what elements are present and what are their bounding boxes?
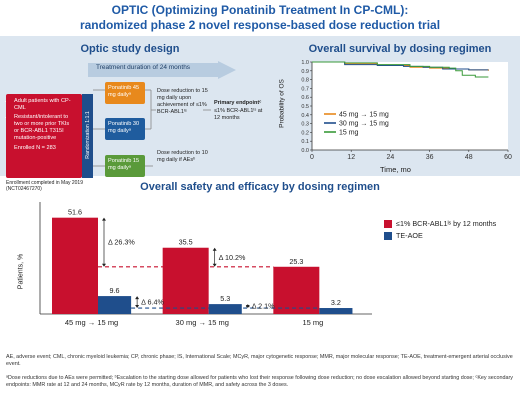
safety-title: Overall safety and efficacy by dosing re… <box>140 181 380 193</box>
arm-30mg: Ponatinib 30 mg dailyᵃ <box>105 118 145 140</box>
randomization-strip <box>82 94 93 178</box>
enrolled-count: Enrolled N = 283 <box>14 145 56 151</box>
os-xlabel: Time, mo <box>380 165 411 174</box>
eligibility-box <box>6 94 82 178</box>
dose-reduction-10: Dose reduction to 10 mg daily if AEsᵇ <box>157 150 208 163</box>
delta-label: Δ 2.1% <box>252 302 275 311</box>
eligibility-item: Resistant/intolerant to two or more prio… <box>14 114 72 142</box>
enrollment-note: Enrollment completed in May 2019 (NCT024… <box>6 180 83 192</box>
safety-bar-chart: 51.6 9.6 45 mg → 15 mg 35.5 5.3 30 mg → 15 mg… <box>39 202 372 327</box>
os-y-tick-label: 0.1 <box>301 139 309 145</box>
primary-endpoint-text: ≤1% BCR-ABL1ᴵˢ at 12 months <box>214 108 263 121</box>
bar-category-label: 30 mg → 15 mg <box>176 318 229 327</box>
os-x-tick-label: 24 <box>387 154 395 161</box>
os-x-tick-label: 48 <box>465 154 473 161</box>
os-title: Overall survival by dosing regimen <box>308 43 492 55</box>
dose-reduction-15: Dose reduction to 15 mg daily upon achie… <box>157 88 208 115</box>
bar-response-label: 35.5 <box>179 238 193 247</box>
os-y-tick-label: 0.0 <box>301 148 309 154</box>
bar-category-label: 45 mg → 15 mg <box>65 318 118 327</box>
os-y-tick-label: 0.4 <box>301 113 309 119</box>
page-title: OPTIC (Optimizing Ponatinib Treatment In… <box>111 3 409 17</box>
treatment-duration-arrow <box>88 61 236 79</box>
bar-teaoe-label: 3.2 <box>331 298 341 307</box>
os-chart: 0.0 0.1 0.2 0.3 0.4 0.5 0.6 0.7 0.8 0.9 1.0 0 12 24 36… <box>301 60 512 161</box>
bar-teaoe-label: 5.3 <box>220 294 230 303</box>
os-y-tick-label: 0.5 <box>301 104 309 110</box>
os-x-tick-label: 0 <box>310 154 314 161</box>
bar-teaoe <box>208 304 242 314</box>
os-x-tick-label: 36 <box>426 154 434 161</box>
delta-arrow-head <box>102 217 106 221</box>
design-title: Optic study design <box>80 43 180 55</box>
bar-category-label: 15 mg <box>302 318 323 327</box>
delta-arrow-head <box>245 305 250 309</box>
footnote-abbrev: AE, adverse event; CML, chronic myeloid … <box>6 354 513 367</box>
os-legend-label: 30 mg → 15 mg <box>339 121 389 128</box>
os-x-tick-label: 12 <box>347 154 355 161</box>
os-y-tick-label: 0.7 <box>301 86 309 92</box>
eligibility-item: Adult patients with CP-CML <box>14 98 72 112</box>
footnote-notes: ᵃDose reductions due to AEs were permitt… <box>6 375 513 388</box>
legend-label-teaoe: TE-AOE <box>396 231 423 240</box>
os-legend-label: 15 mg <box>339 130 359 137</box>
os-y-tick-label: 0.3 <box>301 122 309 128</box>
os-series-line <box>312 61 489 78</box>
design-connectors <box>93 89 211 167</box>
legend-swatch-navy <box>384 232 392 240</box>
delta-arrow-head <box>212 247 217 251</box>
os-y-tick-label: 0.9 <box>301 69 309 75</box>
arm-15mg: Ponatinib 15 mg dailyᵃ <box>105 155 145 177</box>
randomization-label: Randomization 1:1:1 <box>85 111 91 159</box>
os-y-tick-label: 1.0 <box>301 60 309 66</box>
bar-response <box>162 247 209 314</box>
bar-response <box>52 217 98 314</box>
delta-arrow-head <box>212 263 217 267</box>
delta-arrow-head <box>135 305 140 309</box>
os-y-tick-label: 0.6 <box>301 95 309 101</box>
eligibility-list: Adult patients with CP-CML Resistant/int… <box>8 98 72 152</box>
bar-teaoe <box>98 296 132 314</box>
bar-teaoe-label: 9.6 <box>110 286 120 295</box>
os-y-tick-label: 0.8 <box>301 78 309 84</box>
legend-label-response: ≤1% BCR-ABL1ᴵˢ by 12 months <box>396 219 497 228</box>
treatment-duration-label: Treatment duration of 24 months <box>96 64 191 71</box>
delta-arrow-head <box>102 263 106 267</box>
os-legend-label: 45 mg → 15 mg <box>339 112 389 119</box>
delta-arrow-head <box>135 296 140 300</box>
os-plot-area <box>312 62 508 150</box>
page-subtitle: randomized phase 2 novel response-based … <box>79 18 441 32</box>
primary-endpoint-title: Primary endpointᶜ <box>214 100 262 106</box>
os-y-tick-label: 0.2 <box>301 130 309 136</box>
bar-response-label: 25.3 <box>289 257 303 266</box>
os-x-tick-label: 60 <box>504 154 512 161</box>
os-ylabel: Probability of OS <box>278 79 286 128</box>
delta-label: Δ 26.3% <box>108 238 135 247</box>
legend-swatch-red <box>384 220 392 228</box>
safety-ylabel: Patients, % <box>17 253 25 290</box>
bar-teaoe <box>319 308 353 314</box>
delta-label: Δ 6.4% <box>141 298 164 307</box>
delta-label: Δ 10.2% <box>219 253 246 262</box>
arm-45mg: Ponatinib 45 mg dailyᵃ <box>105 82 145 104</box>
bar-response-label: 51.6 <box>68 208 82 217</box>
bar-response <box>273 266 320 314</box>
